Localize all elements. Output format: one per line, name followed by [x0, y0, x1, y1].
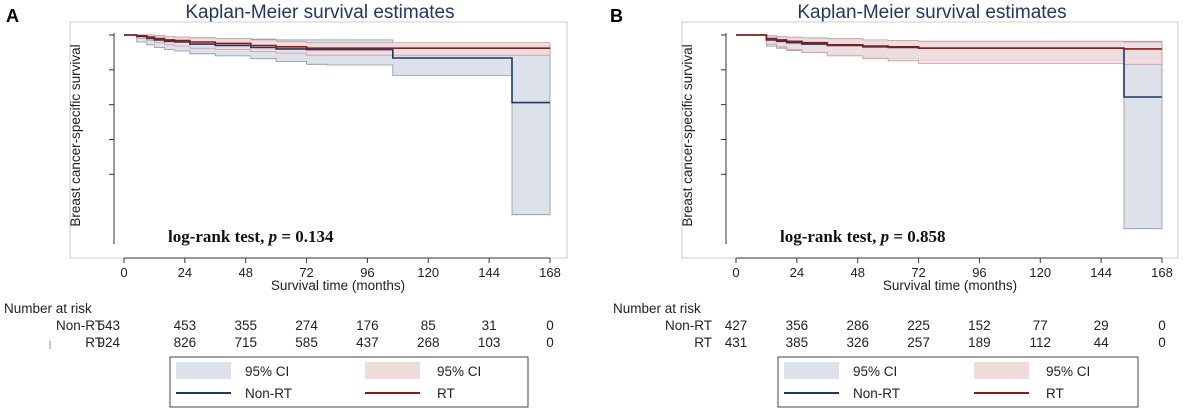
- risk-row-label: Non-RT: [56, 318, 103, 333]
- legend: 95% CI 95% CI Non-RT RT: [169, 356, 529, 408]
- legend-swatch-rt-ci: [974, 362, 1029, 379]
- legend: 95% CI 95% CI Non-RT RT: [777, 356, 1139, 408]
- x-tick-label: 120: [417, 265, 439, 280]
- ci-band-rt: [124, 34, 551, 56]
- legend-label-nonrt: Non-RT: [853, 386, 900, 401]
- x-axis-label: Survival time (months): [271, 278, 405, 293]
- legend-label-rt: RT: [437, 386, 455, 401]
- log-rank-value: = 0.858: [889, 227, 945, 246]
- log-rank-value: = 0.134: [277, 227, 334, 246]
- legend-label-rt: RT: [1046, 386, 1064, 401]
- risk-value: 543: [97, 318, 120, 333]
- panel-a: A Kaplan-Meier survival estimates Breast c…: [4, 2, 568, 408]
- legend-swatch-nonrt-ci: [176, 362, 231, 379]
- risk-table-header: Number at risk: [613, 301, 701, 316]
- risk-value: 44: [1094, 335, 1110, 350]
- log-rank-annotation: log-rank test, p = 0.858: [780, 227, 946, 246]
- risk-value: 0: [546, 318, 554, 333]
- risk-value: 326: [846, 335, 869, 350]
- x-tick-label: 72: [911, 265, 925, 280]
- risk-value: 274: [295, 318, 318, 333]
- survival-line-rt: [736, 34, 1162, 50]
- risk-value: 585: [295, 335, 318, 350]
- risk-value: 31: [482, 318, 497, 333]
- risk-value: 453: [174, 318, 197, 333]
- risk-value: 0: [546, 335, 554, 350]
- log-rank-p: p: [267, 227, 278, 246]
- legend-label-rt-ci: 95% CI: [437, 364, 481, 379]
- risk-value: 826: [174, 335, 197, 350]
- x-tick-label: 168: [539, 265, 561, 280]
- legend-label-rt-ci: 95% CI: [1046, 364, 1090, 379]
- x-tick-label: 144: [478, 265, 500, 280]
- log-rank-prefix: log-rank test,: [168, 227, 269, 246]
- risk-value: 257: [907, 335, 930, 350]
- risk-value: 268: [417, 335, 440, 350]
- x-tick-label: 96: [972, 265, 986, 280]
- risk-value: 924: [97, 335, 120, 350]
- panel-letter: B: [610, 6, 623, 26]
- log-rank-annotation: log-rank test, p = 0.134: [168, 227, 334, 246]
- survival-line-rt: [124, 34, 550, 49]
- risk-row-label: Non-RT: [665, 318, 712, 333]
- x-axis-label: Survival time (months): [883, 278, 1017, 293]
- risk-row-label: RT: [85, 335, 103, 350]
- risk-value: 189: [968, 335, 991, 350]
- risk-value: 0: [1158, 318, 1166, 333]
- risk-value: 225: [907, 318, 930, 333]
- risk-value: 0: [1158, 335, 1166, 350]
- x-tick-label: 144: [1090, 265, 1112, 280]
- risk-value: 437: [356, 335, 379, 350]
- x-tick-label: 48: [238, 265, 252, 280]
- x-tick-label: 24: [790, 265, 804, 280]
- x-tick-label: 0: [732, 265, 739, 280]
- x-tick-label: 72: [299, 265, 313, 280]
- x-tick-label: 0: [120, 265, 127, 280]
- panel-letter: A: [6, 6, 19, 26]
- risk-value: 385: [786, 335, 809, 350]
- x-tick-label: 48: [850, 265, 864, 280]
- panel-b: B Kaplan-Meier survival estimates Breast c…: [610, 2, 1179, 408]
- risk-value: 176: [356, 318, 379, 333]
- ci-band-rt: [736, 34, 1163, 65]
- x-tick-label: 24: [178, 265, 192, 280]
- risk-value: 77: [1033, 318, 1048, 333]
- risk-value: 112: [1030, 335, 1052, 350]
- legend-label-nonrt: Non-RT: [245, 386, 292, 401]
- log-rank-p: p: [879, 227, 890, 246]
- y-axis-label: Breast cancer-specific survival: [68, 44, 83, 226]
- risk-value: 286: [846, 318, 869, 333]
- chart-title: Kaplan-Meier survival estimates: [185, 2, 454, 23]
- x-tick-label: 120: [1029, 265, 1051, 280]
- risk-value: 427: [725, 318, 748, 333]
- x-tick-label: 168: [1151, 265, 1173, 280]
- y-axis-label: Breast cancer-specific survival: [680, 44, 695, 226]
- x-tick-label: 96: [360, 265, 374, 280]
- legend-label-nonrt-ci: 95% CI: [245, 364, 289, 379]
- legend-swatch-rt-ci: [365, 362, 420, 379]
- survival-line-non-rt: [124, 34, 550, 104]
- risk-value: 29: [1094, 318, 1109, 333]
- risk-value: 356: [786, 318, 809, 333]
- risk-table-header: Number at risk: [4, 301, 92, 316]
- risk-value: 85: [421, 318, 436, 333]
- risk-value: 715: [234, 335, 257, 350]
- legend-label-nonrt-ci: 95% CI: [853, 364, 897, 379]
- legend-swatch-nonrt-ci: [784, 362, 839, 379]
- risk-value: 103: [478, 335, 501, 350]
- risk-row-label: RT: [694, 335, 712, 350]
- log-rank-prefix: log-rank test,: [780, 227, 881, 246]
- risk-value: 355: [234, 318, 257, 333]
- risk-value: 152: [968, 318, 991, 333]
- risk-value: 431: [725, 335, 748, 350]
- chart-title: Kaplan-Meier survival estimates: [797, 2, 1066, 23]
